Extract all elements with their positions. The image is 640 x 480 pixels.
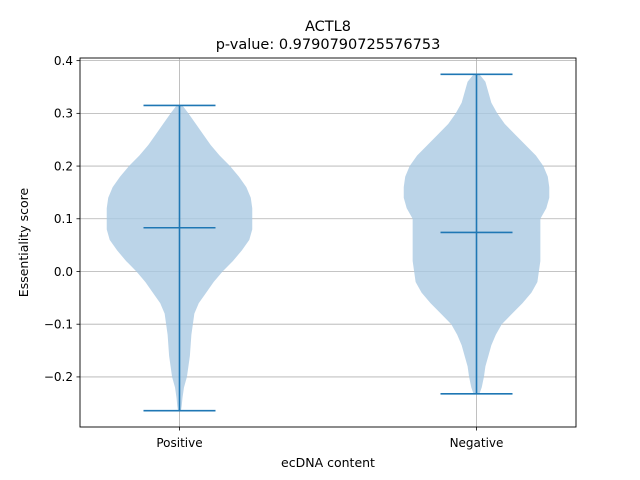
violin-stat-lines xyxy=(143,73,513,412)
x-tick-label: Positive xyxy=(156,436,202,450)
plot-area-frame xyxy=(79,57,577,428)
chart-subtitle: p-value: 0.9790790725576753 xyxy=(216,37,441,53)
y-axis-ticks: −0.2 −0.1 0.0 0.1 0.2 0.3 0.4 xyxy=(44,54,80,384)
violin-bodies xyxy=(106,74,550,411)
x-axis-ticks: Positive Negative xyxy=(156,427,503,450)
chart-title: ACTL8 xyxy=(305,19,351,35)
y-tick-label: 0.4 xyxy=(54,54,73,68)
y-tick-label: −0.2 xyxy=(44,370,73,384)
x-tick-label: Negative xyxy=(450,436,504,450)
y-tick-label: 0.2 xyxy=(54,159,73,173)
y-tick-label: 0.3 xyxy=(54,107,73,121)
y-tick-label: 0.0 xyxy=(54,265,73,279)
y-axis-label: Essentiality score xyxy=(16,188,31,298)
x-axis-label: ecDNA content xyxy=(281,455,375,470)
y-tick-label: −0.1 xyxy=(44,318,73,332)
y-tick-label: 0.1 xyxy=(54,212,73,226)
